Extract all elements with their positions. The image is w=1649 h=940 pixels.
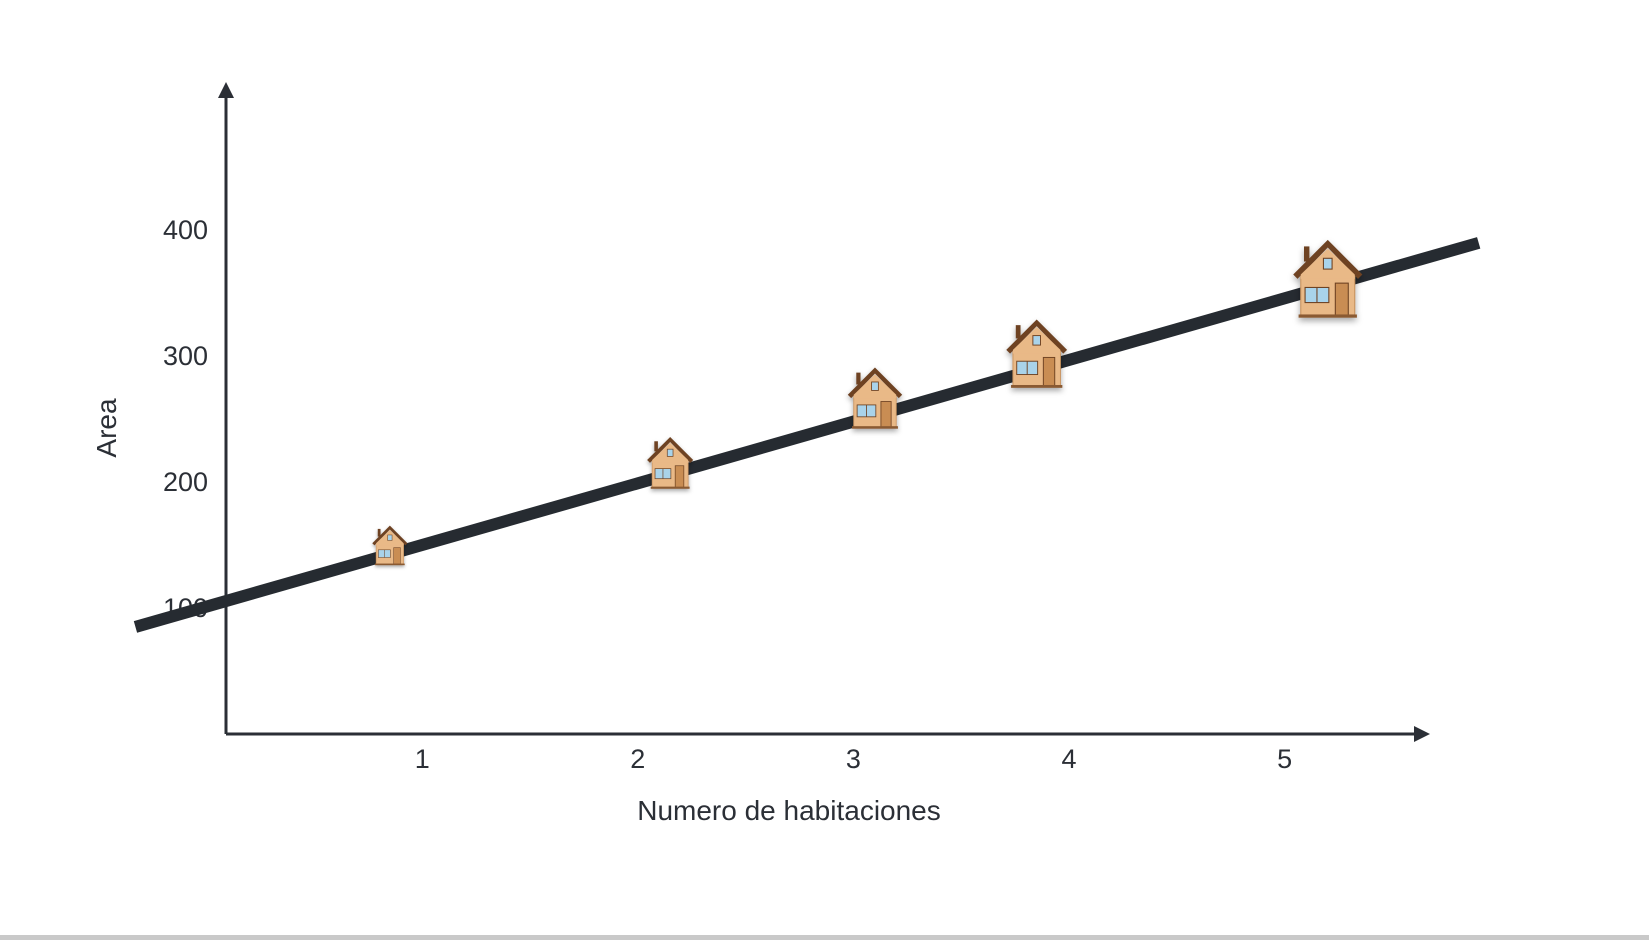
x-axis-arrow (1414, 726, 1430, 742)
y-axis-arrow (218, 82, 234, 98)
x-tick-label: 1 (415, 744, 430, 774)
house-icon (1005, 318, 1068, 389)
house-icon (646, 436, 694, 490)
house-icon (371, 525, 408, 566)
tick-labels: 12345100200300400 (163, 215, 1292, 774)
y-axis-title: Area (91, 398, 122, 458)
house-icon (847, 367, 903, 430)
x-tick-label: 3 (846, 744, 861, 774)
house-icon (1292, 239, 1363, 319)
trend-line (133, 237, 1481, 633)
x-tick-label: 5 (1277, 744, 1292, 774)
axes (218, 82, 1430, 742)
x-tick-label: 4 (1062, 744, 1077, 774)
trend-line-group (133, 237, 1481, 633)
y-tick-label: 300 (163, 341, 208, 371)
bottom-border (0, 935, 1649, 940)
x-tick-label: 2 (630, 744, 645, 774)
y-tick-label: 400 (163, 215, 208, 245)
x-axis-title: Numero de habitaciones (637, 795, 941, 826)
y-tick-label: 200 (163, 467, 208, 497)
